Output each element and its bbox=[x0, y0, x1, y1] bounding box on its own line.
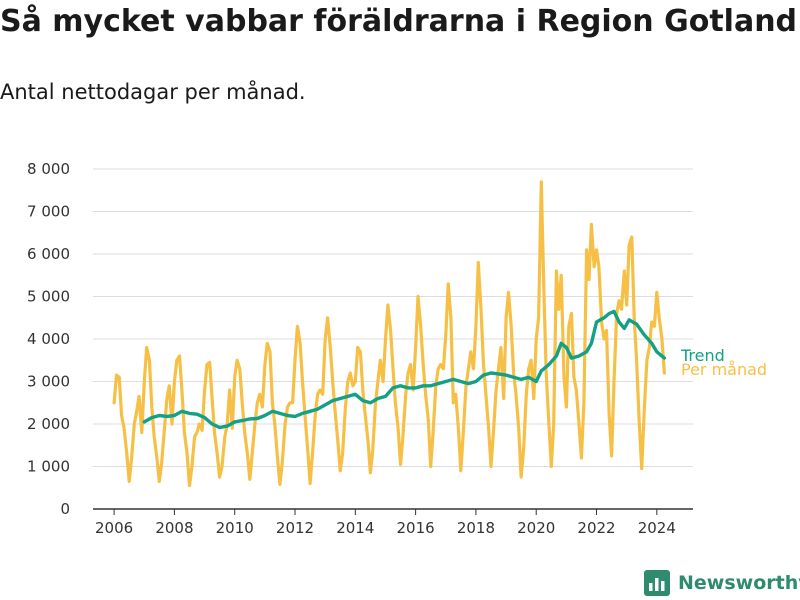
y-tick-label: 2 000 bbox=[27, 415, 70, 433]
x-tick-label: 2016 bbox=[397, 519, 435, 537]
newsworthy-brand: Newsworthy bbox=[644, 568, 800, 598]
page-title: Så mycket vabbar föräldrarna i Region Go… bbox=[0, 4, 798, 39]
x-tick-label: 2018 bbox=[457, 519, 495, 537]
y-tick-label: 1 000 bbox=[27, 458, 70, 476]
y-tick-label: 3 000 bbox=[27, 373, 70, 391]
x-tick-label: 2008 bbox=[155, 519, 193, 537]
brand-name: Newsworthy bbox=[678, 572, 800, 594]
series-line-per-manad bbox=[112, 180, 666, 488]
y-tick-label: 4 000 bbox=[27, 330, 70, 348]
x-tick-label: 2020 bbox=[517, 519, 555, 537]
y-tick-label: 5 000 bbox=[27, 288, 70, 306]
bar-chart-logo-icon bbox=[644, 570, 670, 596]
x-axis bbox=[93, 508, 693, 515]
x-tick-label: 2022 bbox=[577, 519, 615, 537]
x-tick-label: 2024 bbox=[638, 519, 676, 537]
x-tick-label: 2012 bbox=[276, 519, 314, 537]
tick-labels: 0 1 000 2 000 3 000 4 000 5 000 6 000 7 000 8 00… bbox=[27, 160, 676, 537]
page-subtitle: Antal nettodagar per månad. bbox=[0, 80, 306, 104]
legend-label-trend: Trend bbox=[680, 346, 725, 365]
series-lines bbox=[112, 180, 667, 488]
y-tick-label: 8 000 bbox=[27, 160, 70, 178]
legend-label-per-manad: Per månad bbox=[681, 360, 767, 379]
y-tick-label: 7 000 bbox=[27, 203, 70, 221]
y-tick-label: 0 bbox=[60, 500, 70, 518]
x-tick-label: 2010 bbox=[216, 519, 254, 537]
y-tick-label: 6 000 bbox=[27, 245, 70, 263]
series-line-trend bbox=[142, 309, 667, 430]
x-tick-label: 2006 bbox=[95, 519, 133, 537]
x-tick-label: 2014 bbox=[336, 519, 374, 537]
